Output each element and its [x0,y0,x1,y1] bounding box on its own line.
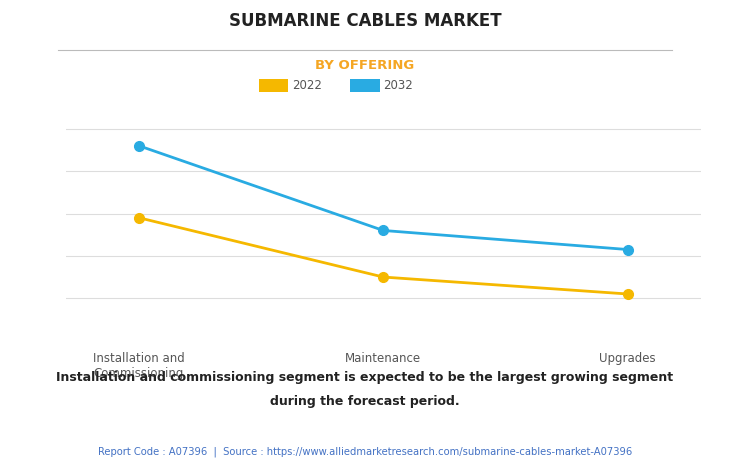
Text: BY OFFERING: BY OFFERING [315,59,415,72]
Text: SUBMARINE CABLES MARKET: SUBMARINE CABLES MARKET [228,12,502,30]
Text: 2032: 2032 [383,79,413,92]
Text: Installation and commissioning segment is expected to be the largest growing seg: Installation and commissioning segment i… [56,371,674,384]
Text: during the forecast period.: during the forecast period. [270,395,460,408]
Text: 2022: 2022 [292,79,322,92]
Text: Report Code : A07396  |  Source : https://www.alliedmarketresearch.com/submarine: Report Code : A07396 | Source : https://… [98,447,632,457]
